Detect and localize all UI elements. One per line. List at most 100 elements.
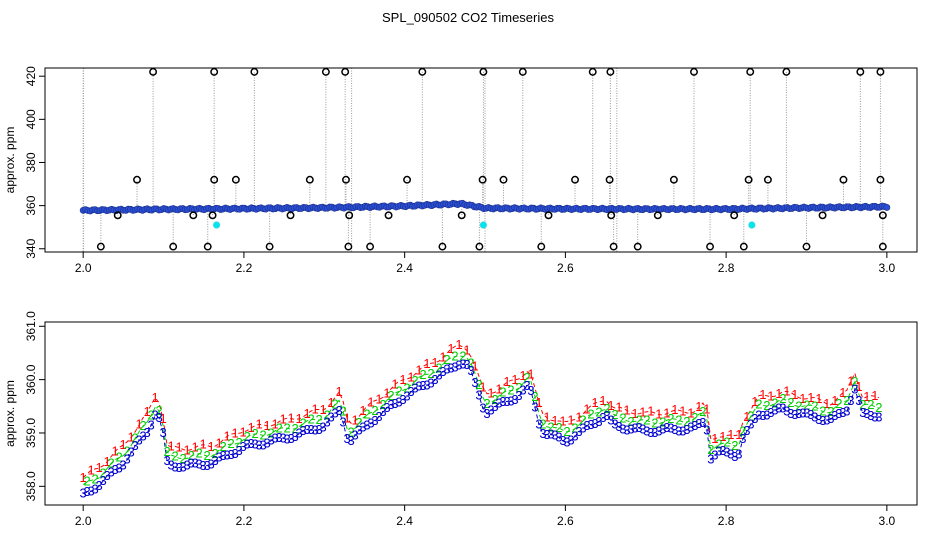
bottom-series-3-mark-10: 3 [120,458,127,473]
top-outlier-point-9 [606,67,615,76]
bottom-series-3-mark-198: 3 [871,409,878,424]
bottom-series-3-mark-134: 3 [615,419,622,434]
bottom-series-3-mark-132: 3 [607,412,614,427]
bottom-series-3-mark-141: 3 [643,424,650,439]
bottom-series-2-mark-27: 2 [188,448,195,463]
bottom-series-3-mark-71: 3 [363,417,370,432]
bottom-series-3-mark-87: 3 [427,375,434,390]
bottom-series-3-mark-108: 3 [511,392,518,407]
bottom-series-3-mark-75: 3 [379,404,386,419]
bottom-series-3-mark-152: 3 [687,420,694,435]
top-outlier-point-30 [133,175,141,184]
bottom-xtick-label-0: 2.0 [75,514,92,528]
bottom-series-2-mark-73: 2 [371,403,378,418]
bottom-series-2-mark-53: 2 [291,421,298,436]
bottom-series-2-mark-81: 2 [403,380,410,395]
bottom-series-3-mark-8: 3 [112,462,119,477]
bottom-series-3-mark-148: 3 [671,422,678,437]
bottom-series-1-mark-26: 1 [184,443,191,458]
bottom-series-1-mark-94: 1 [455,337,462,352]
bottom-series-2-mark-109: 2 [515,380,522,395]
bottom-series-3-mark-50: 3 [279,430,286,445]
top-ylabel: approx. ppm [3,127,17,194]
bottom-series-3-mark-35: 3 [219,448,226,463]
bottom-series-2-mark-75: 2 [379,397,386,412]
bottom-ytick-label-2: 360.0 [24,364,38,394]
bottom-series-3-mark-156: 3 [703,423,710,438]
bottom-series-1-mark-16: 1 [144,404,151,419]
bottom-series-3-mark-82: 3 [407,384,414,399]
bottom-series-3-mark-133: 3 [611,417,618,432]
top-ytick-label-3: 400 [24,109,38,129]
bottom-series-3-mark-92: 3 [447,361,454,376]
bottom-series-3-mark-167: 3 [747,416,754,431]
bottom-series-3-mark-4: 3 [96,478,103,493]
bottom-series-1-mark-10: 1 [120,437,127,452]
bottom-series-1-mark-124: 1 [575,410,582,425]
bottom-series-3-mark-80: 3 [399,392,406,407]
bottom-series-1-line [82,344,879,479]
top-outlier-point-28 [802,242,811,251]
top-outlier-point-41 [744,175,753,184]
bottom-series-3-mark-161: 3 [723,444,730,459]
bottom-series-2-mark-67: 2 [347,425,354,440]
bottom-series-1-mark-72: 1 [367,394,374,409]
top-plot-frame [44,67,918,253]
top-outlier-point-1 [210,67,219,76]
bottom-series-3-mark-162: 3 [727,447,734,462]
bottom-series-3-mark-83: 3 [411,381,418,396]
bottom-series-2-mark-9: 2 [116,449,123,464]
top-outlier-point-5 [418,67,427,76]
bottom-ylabel: approx. ppm [3,380,17,447]
bottom-series-2-mark-37: 2 [227,436,234,451]
bottom-series-2-mark-47: 2 [267,426,274,441]
bottom-series-2-mark-99: 2 [475,377,482,392]
top-outlier-point-26 [706,242,715,251]
bottom-series-1-mark-194: 1 [855,379,862,394]
bottom-series-2-mark-55: 2 [299,416,306,431]
top-outlier-point-15 [96,242,105,251]
bottom-series-3-mark-194: 3 [855,393,862,408]
bottom-series-3-mark-29: 3 [196,456,203,471]
bottom-series-2-mark-105: 2 [499,385,506,400]
bottom-series-2-mark-3: 2 [92,471,99,486]
bottom-series-2-mark-103: 2 [491,392,498,407]
bottom-series-3-mark-112: 3 [527,383,534,398]
bottom-series-3-mark-86: 3 [423,377,430,392]
bottom-series-3-mark-140: 3 [639,421,646,436]
bottom-series-2-mark-101: 2 [483,396,490,411]
top-xtick-label-3: 2.6 [557,261,574,275]
top-outlier-point-13 [856,67,865,76]
top-outlier-point-46 [189,211,198,220]
bottom-series-1-mark-42: 1 [247,420,254,435]
bottom-series-3-mark-172: 3 [767,405,774,420]
bottom-series-2-mark-159: 2 [715,437,722,452]
bottom-series-2-mark-59: 2 [315,412,322,427]
bottom-series-3-mark-115: 3 [539,426,546,441]
bottom-series-3-mark-69: 3 [355,423,362,438]
bottom-series-2-mark-155: 2 [699,404,706,419]
bottom-series-3-mark-89: 3 [435,368,442,383]
bottom-series-3-mark-179: 3 [795,406,802,421]
bottom-series-1-mark-84: 1 [415,362,422,377]
bottom-series-3-mark-48: 3 [271,430,278,445]
top-xtick-label-4: 2.8 [718,261,735,275]
bottom-series-3-mark-183: 3 [811,410,818,425]
bottom-series-1-mark-104: 1 [495,381,502,396]
bottom-series-2-mark-65: 2 [339,403,346,418]
bottom-series-3-mark-45: 3 [259,437,266,452]
bottom-series-2-mark-71: 2 [363,407,370,422]
bottom-series-1-mark-116: 1 [543,410,550,425]
bottom-series-3-mark-157: 3 [707,451,714,466]
top-outlier-point-24 [609,242,618,251]
bottom-series-2-mark-85: 2 [419,367,426,382]
bottom-series-3-mark-64: 3 [335,403,342,418]
bottom-series-1-mark-120: 1 [559,413,566,428]
bottom-series-1-mark-112: 1 [527,366,534,381]
bottom-ytick-label-1: 359.0 [24,418,38,448]
bottom-series-3-mark-44: 3 [255,437,262,452]
bottom-series-3-mark-177: 3 [787,406,794,421]
top-outlier-point-23 [537,242,546,251]
bottom-series-1-mark-4: 1 [96,460,103,475]
bottom-series-2-mark-177: 2 [787,395,794,410]
